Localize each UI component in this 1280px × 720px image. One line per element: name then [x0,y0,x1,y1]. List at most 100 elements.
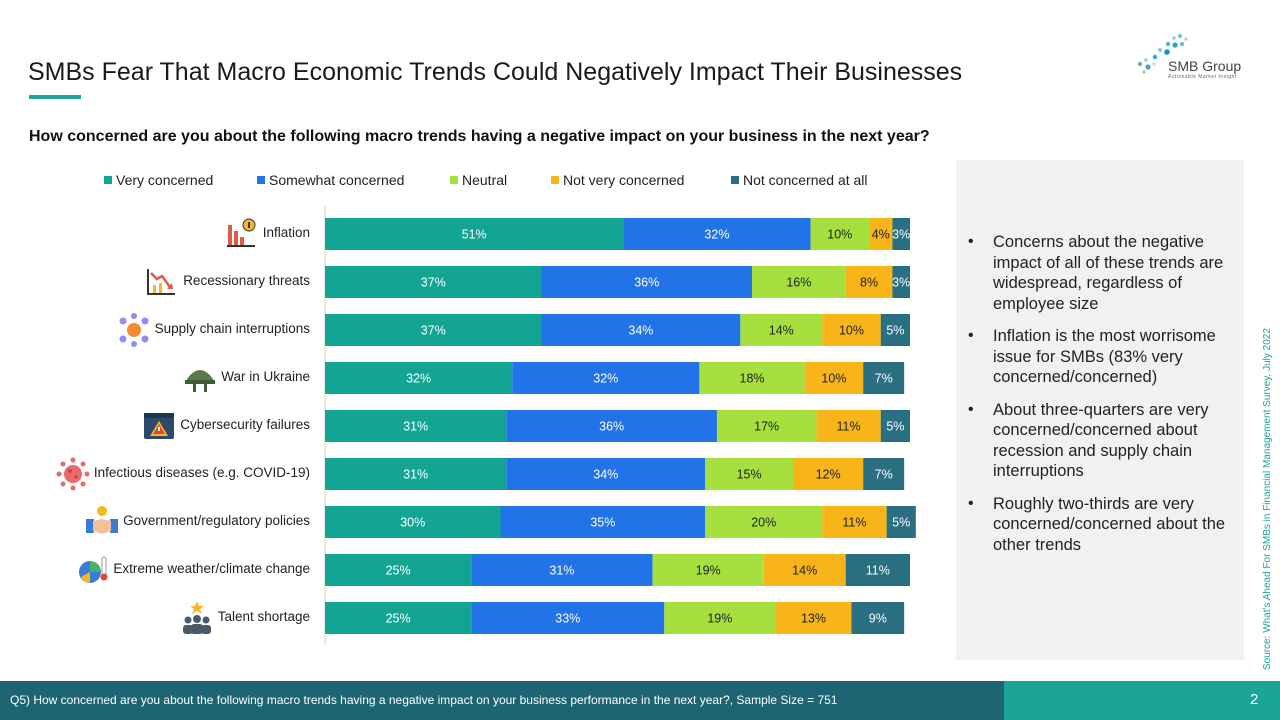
bar-segment [740,314,823,346]
data-label: 37% [421,276,446,290]
bar-segment [664,602,776,634]
bar-segment [851,602,905,634]
bar-segment [880,314,910,346]
bar-segment [325,506,501,538]
bar-segment [880,410,910,442]
bar-segment [623,218,811,250]
category-label: War in Ukraine [221,369,310,384]
data-label: 32% [704,228,729,242]
footer-dark-segment: Q5) How concerned are you about the foll… [0,681,1004,720]
data-label: 14% [769,324,794,338]
handshake-icon [85,505,119,539]
bar-segment [822,506,887,538]
bar-segment [705,506,823,538]
data-label: 16% [786,276,811,290]
data-label: 11% [842,516,866,530]
data-label: 51% [462,228,487,242]
source-note: Source: What's Ahead For SMBs in Financi… [1262,328,1273,670]
bar-segment [763,554,846,586]
legend-label: Neutral [462,172,508,188]
recession-chart-icon [145,265,179,299]
logo-name: SMB Group [1168,58,1242,74]
bar-segment [471,602,665,634]
category-label: Cybersecurity failures [180,417,310,432]
footer-bar: Q5) How concerned are you about the foll… [0,681,1280,720]
logo-tagline: Actionable Market Insight [1168,74,1237,80]
category-label: Talent shortage [217,609,310,624]
bar-segment [325,266,542,298]
bar-segment [716,410,817,442]
talent-people-icon [180,601,214,635]
data-label: 3% [892,276,910,290]
data-label: 32% [406,372,431,386]
bar-segment [822,314,881,346]
bar-segment [845,266,893,298]
data-label: 34% [593,468,618,482]
bar-segment [325,410,507,442]
data-label: 8% [860,276,878,290]
bar-segment [325,314,542,346]
inflation-chart-icon [225,217,259,251]
bar-segment [325,602,472,634]
legend-item-somewhat-concerned: Somewhat concerned [257,172,404,188]
virus-icon [56,457,90,491]
page-title: SMBs Fear That Macro Economic Trends Cou… [28,58,963,86]
legend-item-very-concerned: Very concerned [104,172,213,188]
bar-segment [500,506,706,538]
bar-segment [325,458,507,490]
chart-canvas: 51% 32% 10% 4% 3%37% 36% 16% 8% 3%37% 34% 14% 10% 5%… [324,206,916,645]
bar-segment [752,266,846,298]
data-label: 32% [593,372,618,386]
data-label: 36% [634,276,659,290]
insight-bullet: Roughly two-thirds are very concerned/co… [968,494,1238,556]
data-label: 5% [886,324,904,338]
insight-bullet: Concerns about the negative impact of al… [968,232,1238,314]
bar-segment [325,218,624,250]
legend-label: Somewhat concerned [269,172,405,188]
data-label: 19% [696,564,721,578]
bar-segment [775,602,852,634]
bar-segment [541,314,741,346]
military-helmet-icon [183,361,217,395]
data-label: 37% [421,324,446,338]
data-label: 9% [869,612,887,626]
data-label: 7% [875,468,893,482]
title-underline [29,95,81,99]
page-number: 2 [1250,691,1259,708]
legend-label: Not very concerned [563,172,685,188]
survey-question: How concerned are you about the followin… [29,128,930,145]
smb-group-logo [1137,34,1188,74]
bar-segment [705,458,793,490]
bar-segment [892,266,910,298]
category-label: Recessionary threats [183,273,310,288]
bar-segment [845,554,910,586]
bar-segment [506,410,717,442]
data-label: 31% [549,564,574,578]
data-label: 25% [386,564,411,578]
bar-segment [804,362,864,394]
data-label: 31% [403,468,428,482]
legend-swatch [257,176,265,184]
data-label: 17% [754,420,779,434]
data-label: 7% [875,372,893,386]
data-label: 10% [821,372,846,386]
data-label: 31% [403,420,428,434]
legend-label: Very concerned [116,172,214,188]
data-label: 15% [737,468,762,482]
data-label: 10% [827,228,852,242]
bar-segment [506,458,706,490]
legend-swatch [104,176,112,184]
data-label: 11% [837,420,861,434]
legend-item-not-concerned-at-all: Not concerned at all [731,172,868,188]
insight-bullet: Inflation is the most worrisome issue fo… [968,326,1238,388]
bar-segment [886,506,916,538]
bar-segment [471,554,653,586]
data-label: 11% [866,564,890,578]
stacked-bar-chart: 51% 32% 10% 4% 3% 37% 36% 16% 8% 3% 37% 34% 14% 10% 5%… [0,200,950,650]
legend-swatch [731,176,739,184]
insights-panel: Concerns about the negative impact of al… [956,160,1244,660]
bar-segment [863,458,905,490]
legend-label: Not concerned at all [743,172,868,188]
bar-segment [325,362,513,394]
category-label: Government/regulatory policies [123,513,310,528]
